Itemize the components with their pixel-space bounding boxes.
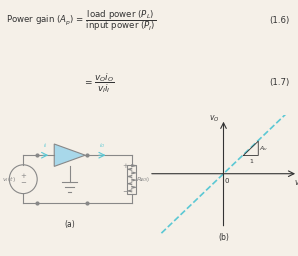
Text: $i_O$: $i_O$ <box>99 141 105 150</box>
Text: 0: 0 <box>224 178 229 184</box>
Text: 1: 1 <box>249 159 253 164</box>
Text: $i_I$: $i_I$ <box>43 141 47 150</box>
Text: Power gain $(A_p)$ = $\dfrac{\mathrm{load\ power\ }(P_L)}{\mathrm{input\ power\ : Power gain $(A_p)$ = $\dfrac{\mathrm{loa… <box>6 8 156 33</box>
Text: $v_O$: $v_O$ <box>209 114 220 124</box>
Text: $v_I(t)$: $v_I(t)$ <box>1 175 15 184</box>
Text: +: + <box>122 163 128 169</box>
Text: (1.7): (1.7) <box>269 78 289 88</box>
Text: +: + <box>20 173 26 179</box>
Text: (a): (a) <box>64 219 75 229</box>
Text: $v_O(t)$: $v_O(t)$ <box>139 175 154 184</box>
Text: $R_L$: $R_L$ <box>136 175 144 184</box>
Text: $v_I$: $v_I$ <box>294 178 298 189</box>
Polygon shape <box>54 144 85 166</box>
Text: $= \dfrac{v_O i_O}{v_I i_I}$: $= \dfrac{v_O i_O}{v_I i_I}$ <box>83 71 115 95</box>
Text: −: − <box>122 189 128 195</box>
Text: (b): (b) <box>218 233 229 242</box>
Text: $A_v$: $A_v$ <box>259 144 268 153</box>
Text: (1.6): (1.6) <box>269 16 289 25</box>
Text: −: − <box>20 180 26 186</box>
